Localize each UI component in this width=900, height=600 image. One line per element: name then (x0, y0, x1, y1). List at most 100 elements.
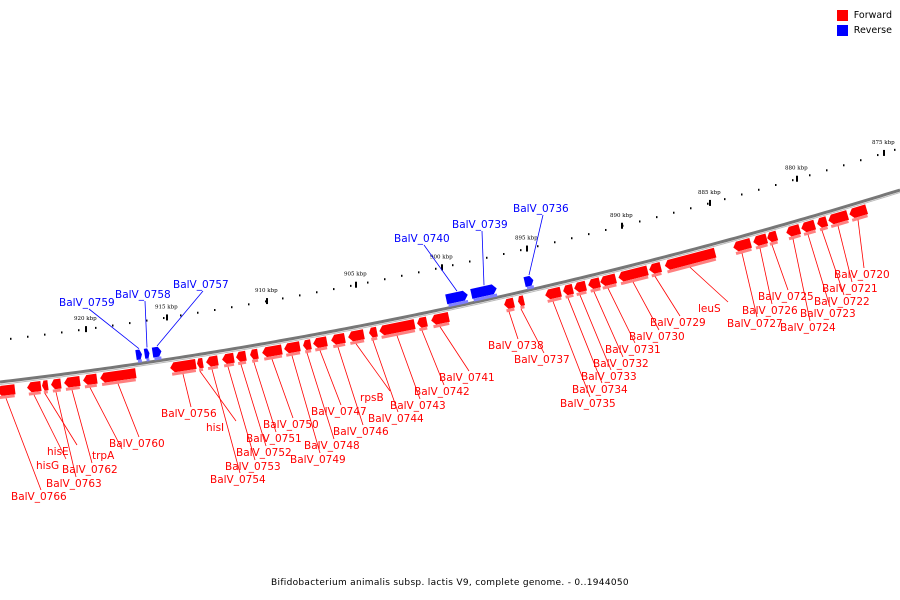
label-leader (291, 355, 321, 454)
scale-tick: 905 kbp (344, 272, 367, 288)
gene-label: BalV_0754 (210, 474, 266, 486)
gene-arrow (786, 224, 802, 237)
gene-arrow-shadow (547, 296, 562, 303)
label-leader (33, 394, 67, 460)
label-leader (771, 244, 789, 291)
gene-BalV_0748 (303, 339, 312, 354)
gene-BalV_0724 (786, 224, 802, 241)
gene-arrow (753, 233, 769, 246)
scale-minor-tick (469, 260, 471, 263)
gene-label: BalV_0743 (390, 400, 446, 412)
scale-minor-tick (282, 297, 284, 300)
gene-BalV_0739 (470, 284, 498, 302)
gene-BalV_0758 (143, 348, 150, 362)
gene-label: BalV_0760 (109, 438, 165, 450)
gene-label: BalV_0731 (605, 344, 661, 356)
label-leader (567, 297, 603, 384)
scale-minor-tick (180, 314, 182, 317)
gene-arrow (470, 284, 497, 299)
genome-backbone (0, 188, 900, 385)
gene-label: BalV_0752 (236, 447, 292, 459)
scale-minor-tick (61, 331, 63, 334)
gene-arrow (284, 341, 301, 354)
gene-arrow-shadow (350, 339, 365, 345)
gene-arrow (445, 290, 468, 305)
gene-arrow-shadow (333, 342, 346, 349)
gene-arrow (563, 283, 575, 296)
gene-arrow (250, 348, 259, 360)
scale-minor-tick (860, 159, 862, 162)
label-leader (741, 253, 758, 318)
gene-label: BalV_0732 (593, 358, 649, 370)
label-leader (211, 369, 241, 474)
label-leader (372, 340, 399, 413)
scale-minor-tick (503, 252, 505, 255)
gene-BalV_0733 (574, 280, 588, 297)
gene-BalV_0746 (331, 332, 346, 349)
gene-arrow-shadow (146, 358, 150, 362)
scale-tick: 880 kbp (785, 166, 808, 182)
gene-arrow (574, 280, 588, 293)
label-leader (271, 359, 294, 419)
gene-label: BalV_0757 (173, 279, 229, 291)
gene-arrow-shadow (285, 351, 301, 357)
gene-arrow-shadow (171, 369, 197, 376)
gene-arrow-shadow (433, 321, 450, 329)
gene-arrow-shadow (65, 386, 80, 391)
scale-minor-tick (486, 256, 488, 259)
scale-tick-label: 880 kbp (785, 166, 808, 172)
label-leader (306, 352, 335, 440)
gene-label: BalV_0733 (581, 371, 637, 383)
gene-arrow (206, 355, 219, 367)
scale-tick: 895 kbp (515, 236, 538, 252)
gene-arrow-shadow (506, 307, 515, 313)
label-leader (71, 389, 93, 464)
scale-minor-tick (95, 326, 97, 329)
scale-tick-label: 905 kbp (344, 272, 367, 278)
label-leader (423, 244, 458, 292)
scale-tick: 890 kbp (610, 213, 633, 229)
legend-item-reverse: Reverse (836, 23, 892, 38)
scale-minor-tick (843, 164, 845, 167)
label-leader (319, 350, 342, 406)
gene-BalV_0726 (753, 233, 769, 250)
label-leader (857, 219, 865, 269)
gene-label: BalV_0753 (225, 461, 281, 473)
gene-arrow (767, 230, 779, 243)
label-leader (439, 326, 470, 372)
gene-arrow (64, 375, 81, 388)
gene-BalV_0734 (563, 283, 575, 299)
gene-arrow-shadow (803, 229, 816, 236)
gene-track (0, 204, 869, 400)
forward-swatch (836, 10, 848, 21)
gene-BalV_0735 (545, 286, 562, 303)
scale-minor-tick (809, 174, 811, 177)
gene-arrow-shadow (735, 247, 752, 256)
scale-minor-tick (877, 154, 879, 157)
scale-minor-tick (673, 211, 675, 214)
gene-trpA (83, 373, 98, 389)
scale-minor-tick (418, 271, 420, 274)
scale-minor-tick (537, 245, 539, 248)
gene-label: BalV_0759 (59, 297, 115, 309)
scale-tick: 875 kbp (872, 140, 895, 156)
gene-label: leuS (698, 303, 721, 315)
gene-arrow-shadow (207, 365, 219, 371)
scale-minor-tick (520, 249, 522, 252)
gene-label: BalV_0740 (394, 233, 450, 245)
gene-arrow-shadow (830, 220, 849, 228)
gene-arrow-shadow (101, 378, 136, 386)
scale-minor-tick (299, 294, 301, 297)
label-leader (552, 301, 591, 398)
legend: Forward Reverse (836, 8, 892, 38)
scale-minor-tick (690, 207, 692, 210)
legend-item-forward: Forward (836, 8, 892, 23)
gene-BalV_0723 (801, 219, 817, 236)
gene-BalV_0766 (0, 384, 16, 400)
gene-BalV_0747 (313, 336, 328, 352)
gene-arrow (313, 336, 328, 348)
label-leader (89, 387, 123, 450)
scale-tick-label: 875 kbp (872, 140, 895, 146)
gene-BalV_0731 (600, 273, 617, 290)
gene-arrow-shadow (473, 293, 498, 302)
